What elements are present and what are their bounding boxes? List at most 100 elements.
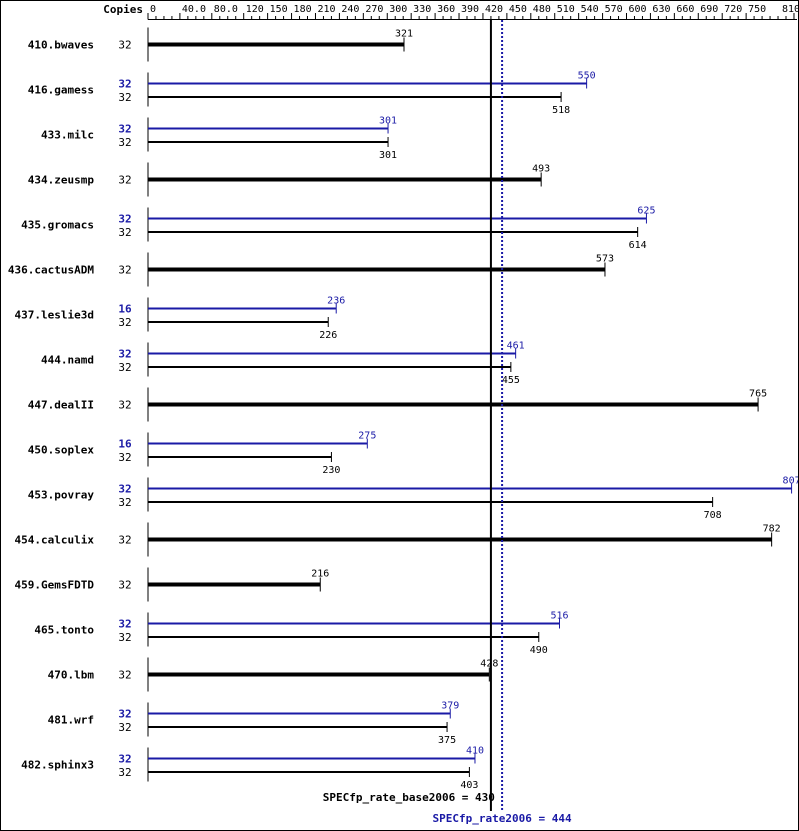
base-value-label: 428 bbox=[480, 659, 498, 670]
base-copies-label: 32 bbox=[118, 579, 131, 592]
base-value-label: 301 bbox=[379, 150, 397, 161]
benchmark-label: 433.milc bbox=[41, 129, 94, 142]
benchmark-label: 444.namd bbox=[41, 354, 94, 367]
benchmark-label: 459.GemsFDTD bbox=[15, 579, 95, 592]
base-copies-label: 32 bbox=[118, 496, 131, 509]
x-tick-label: 390 bbox=[461, 4, 479, 15]
benchmark-label: 437.leslie3d bbox=[15, 309, 94, 322]
peak-copies-label: 32 bbox=[118, 213, 131, 226]
x-tick-label: 660 bbox=[676, 4, 694, 15]
peak-copies-label: 32 bbox=[118, 78, 131, 91]
copies-header: Copies bbox=[103, 3, 143, 16]
benchmark-label: 450.soplex bbox=[28, 444, 95, 457]
peak-copies-label: 32 bbox=[118, 348, 131, 361]
x-tick-label: 510 bbox=[557, 4, 575, 15]
base-value-label: 216 bbox=[311, 569, 329, 580]
x-tick-label: 480 bbox=[533, 4, 551, 15]
peak-copies-label: 32 bbox=[118, 483, 131, 496]
base-copies-label: 32 bbox=[118, 399, 131, 412]
base-value-label: 518 bbox=[552, 105, 570, 116]
base-value-label: 490 bbox=[530, 645, 548, 656]
x-tick-label: 360 bbox=[437, 4, 455, 15]
base-value-label: 765 bbox=[749, 389, 767, 400]
x-tick-label: 80.0 bbox=[214, 4, 238, 15]
peak-value-label: 516 bbox=[550, 611, 568, 622]
peak-reference-label: SPECfp_rate2006 = 444 bbox=[433, 812, 572, 825]
base-copies-label: 32 bbox=[118, 39, 131, 52]
peak-value-label: 807 bbox=[783, 476, 798, 487]
base-copies-label: 32 bbox=[118, 174, 131, 187]
peak-value-label: 379 bbox=[441, 701, 459, 712]
peak-value-label: 461 bbox=[507, 341, 525, 352]
base-copies-label: 32 bbox=[118, 91, 131, 104]
peak-copies-label: 32 bbox=[118, 708, 131, 721]
peak-value-label: 625 bbox=[637, 206, 655, 217]
base-copies-label: 32 bbox=[118, 136, 131, 149]
x-tick-label: 600 bbox=[629, 4, 647, 15]
base-value-label: 782 bbox=[763, 524, 781, 535]
peak-copies-label: 16 bbox=[118, 303, 132, 316]
peak-value-label: 410 bbox=[466, 746, 484, 757]
x-tick-label: 330 bbox=[413, 4, 431, 15]
benchmark-label: 465.tonto bbox=[34, 624, 94, 637]
base-copies-label: 32 bbox=[118, 316, 131, 329]
x-tick-label: 720 bbox=[724, 4, 742, 15]
peak-value-label: 236 bbox=[327, 296, 345, 307]
base-copies-label: 32 bbox=[118, 721, 131, 734]
benchmark-label: 436.cactusADM bbox=[8, 264, 94, 277]
base-copies-label: 32 bbox=[118, 669, 131, 682]
base-copies-label: 32 bbox=[118, 226, 131, 239]
benchmark-label: 454.calculix bbox=[15, 534, 95, 547]
peak-copies-label: 32 bbox=[118, 753, 131, 766]
benchmark-label: 435.gromacs bbox=[21, 219, 94, 232]
base-reference-label: SPECfp_rate_base2006 = 430 bbox=[323, 791, 495, 804]
peak-value-label: 275 bbox=[358, 431, 376, 442]
base-value-label: 375 bbox=[438, 735, 456, 746]
x-tick-label: 420 bbox=[485, 4, 503, 15]
x-tick-label: 240 bbox=[341, 4, 359, 15]
base-copies-label: 32 bbox=[118, 264, 131, 277]
benchmark-label: 434.zeusmp bbox=[28, 174, 95, 187]
x-tick-label: 180 bbox=[294, 4, 312, 15]
base-value-label: 573 bbox=[596, 254, 614, 265]
x-tick-label: 0 bbox=[150, 4, 156, 15]
peak-value-label: 301 bbox=[379, 116, 397, 127]
x-tick-label: 40.0 bbox=[182, 4, 206, 15]
x-tick-label: 570 bbox=[605, 4, 623, 15]
peak-value-label: 550 bbox=[578, 71, 596, 82]
base-value-label: 321 bbox=[395, 29, 413, 40]
peak-copies-label: 32 bbox=[118, 618, 131, 631]
x-tick-label: 750 bbox=[748, 4, 766, 15]
x-tick-label: 270 bbox=[365, 4, 383, 15]
base-value-label: 230 bbox=[322, 465, 340, 476]
benchmark-label: 482.sphinx3 bbox=[21, 759, 94, 772]
x-tick-label: 300 bbox=[389, 4, 407, 15]
base-value-label: 708 bbox=[704, 510, 722, 521]
x-tick-label: 450 bbox=[509, 4, 527, 15]
base-value-label: 403 bbox=[460, 780, 478, 791]
base-copies-label: 32 bbox=[118, 361, 131, 374]
peak-copies-label: 16 bbox=[118, 438, 132, 451]
base-value-label: 614 bbox=[629, 240, 647, 251]
x-tick-label: 540 bbox=[581, 4, 599, 15]
base-copies-label: 32 bbox=[118, 451, 131, 464]
base-value-label: 226 bbox=[319, 330, 337, 341]
benchmark-label: 410.bwaves bbox=[28, 39, 94, 52]
base-copies-label: 32 bbox=[118, 534, 131, 547]
x-tick-label: 150 bbox=[270, 4, 288, 15]
x-tick-label: 690 bbox=[700, 4, 718, 15]
x-tick-label: 210 bbox=[317, 4, 335, 15]
benchmark-label: 470.lbm bbox=[48, 669, 95, 682]
benchmark-label: 453.povray bbox=[28, 489, 95, 502]
x-tick-label: 630 bbox=[652, 4, 670, 15]
benchmark-label: 481.wrf bbox=[48, 714, 94, 727]
base-copies-label: 32 bbox=[118, 631, 131, 644]
base-value-label: 455 bbox=[502, 375, 520, 386]
peak-copies-label: 32 bbox=[118, 123, 131, 136]
base-copies-label: 32 bbox=[118, 766, 131, 779]
x-tick-label: 120 bbox=[246, 4, 264, 15]
base-value-label: 493 bbox=[532, 164, 550, 175]
x-tick-label: 810 bbox=[782, 4, 798, 15]
